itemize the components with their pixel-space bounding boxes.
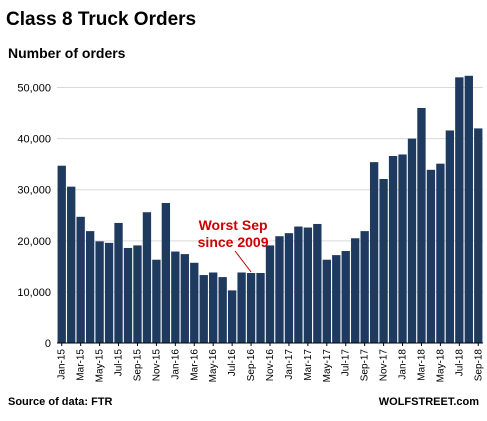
bar-Nov-16 (265, 245, 275, 343)
bar-Dec-15 (161, 203, 171, 343)
bar-Sep-18 (474, 128, 483, 343)
bar-Mar-15 (76, 216, 85, 343)
bar-Aug-18 (464, 75, 473, 343)
bar-Jan-18 (398, 154, 407, 343)
bar-Jul-15 (114, 222, 123, 343)
annotation-line: Worst Sep (199, 217, 268, 233)
bar-May-16 (209, 272, 218, 343)
bar-Feb-16 (180, 254, 189, 343)
bar-Jul-18 (455, 77, 464, 343)
bar-Mar-18 (417, 107, 426, 344)
chart-title: Class 8 Truck Orders (6, 9, 196, 30)
annotation-line: since 2009 (198, 234, 269, 250)
bar-Dec-16 (275, 236, 284, 343)
x-tick-label: Jul-15 (114, 349, 125, 377)
x-tick-label: Jan-15 (57, 349, 68, 380)
bar-Oct-17 (369, 162, 379, 343)
y-tick-label: 40,000 (17, 134, 51, 146)
annotation-pointer (234, 250, 252, 273)
bar-Aug-15 (123, 247, 133, 343)
bar-Apr-17 (313, 223, 322, 343)
bar-Mar-17 (303, 227, 313, 343)
x-tick-label: Jan-18 (398, 349, 409, 380)
bar-May-18 (436, 163, 445, 343)
bar-Oct-15 (142, 212, 152, 343)
x-tick-label: Jul-17 (341, 349, 352, 377)
x-tick-label: Sep-15 (132, 349, 143, 382)
x-tick-label: Mar-17 (303, 349, 314, 381)
y-axis-ticks: 0 10,000 20,000 30,000 40,000 50,000 (17, 83, 51, 350)
bar-Aug-17 (351, 238, 360, 343)
bar-Jan-16 (171, 251, 180, 343)
bar-Apr-16 (199, 275, 208, 343)
x-tick-label: Nov-17 (379, 349, 390, 382)
bar-Jun-17 (332, 255, 341, 343)
bar-Sep-16 (246, 273, 256, 343)
x-tick-label: May-17 (322, 349, 333, 383)
x-tick-label: Jan-17 (284, 349, 295, 380)
x-tick-label: Jul-18 (454, 349, 465, 377)
x-tick-label: Nov-16 (265, 349, 276, 382)
x-tick-label: Mar-18 (416, 349, 427, 381)
y-tick-label: 0 (45, 338, 51, 350)
bar-Jun-16 (218, 277, 227, 343)
bar-Dec-17 (388, 156, 398, 343)
bars (57, 75, 483, 344)
x-tick-label: May-16 (208, 349, 219, 383)
bar-Nov-15 (152, 259, 161, 343)
bar-Aug-16 (237, 272, 246, 343)
bar-May-17 (322, 259, 331, 343)
bar-Apr-18 (426, 169, 436, 343)
x-tick-label: Mar-16 (189, 349, 200, 381)
bar-Jul-17 (341, 251, 350, 343)
x-tick-label: Mar-15 (76, 349, 87, 381)
y-axis-label: Number of orders (8, 45, 126, 61)
y-tick-label: 10,000 (17, 287, 51, 299)
y-tick-label: 20,000 (17, 236, 51, 248)
bar-Jul-16 (227, 290, 237, 343)
y-tick-label: 30,000 (17, 185, 51, 197)
x-tick-label: Jan-16 (170, 349, 181, 380)
bar-Jun-15 (104, 242, 114, 343)
x-tick-label: Sep-16 (246, 349, 257, 382)
x-tick-label: Jul-16 (227, 349, 238, 377)
bar-Feb-15 (67, 186, 76, 343)
bar-Sep-15 (133, 245, 142, 343)
bar-Apr-15 (85, 231, 95, 343)
x-tick-label: May-18 (435, 349, 446, 383)
bar-May-15 (95, 241, 104, 343)
x-tick-label: Sep-17 (360, 349, 371, 382)
source-note: Source of data: FTR (8, 396, 113, 408)
bar-Mar-16 (190, 262, 199, 343)
x-axis-ticks: Jan-15 Mar-15 May-15 Jul-15 Sep-15 Nov-15 Jan-… (57, 343, 484, 383)
bar-Jan-17 (284, 233, 294, 343)
y-tick-label: 50,000 (17, 83, 51, 95)
x-tick-label: Nov-15 (151, 349, 162, 382)
bar-Jan-15 (57, 165, 66, 343)
credit-label: WOLFSTREET.com (379, 396, 479, 408)
bar-Oct-16 (256, 273, 265, 343)
bar-Feb-18 (407, 138, 417, 343)
x-tick-label: Sep-18 (473, 349, 484, 382)
bar-Feb-17 (294, 226, 303, 343)
x-tick-label: May-15 (95, 349, 106, 383)
bar-Sep-17 (360, 231, 369, 343)
bar-Jun-18 (445, 130, 455, 343)
bar-Nov-17 (379, 178, 388, 343)
